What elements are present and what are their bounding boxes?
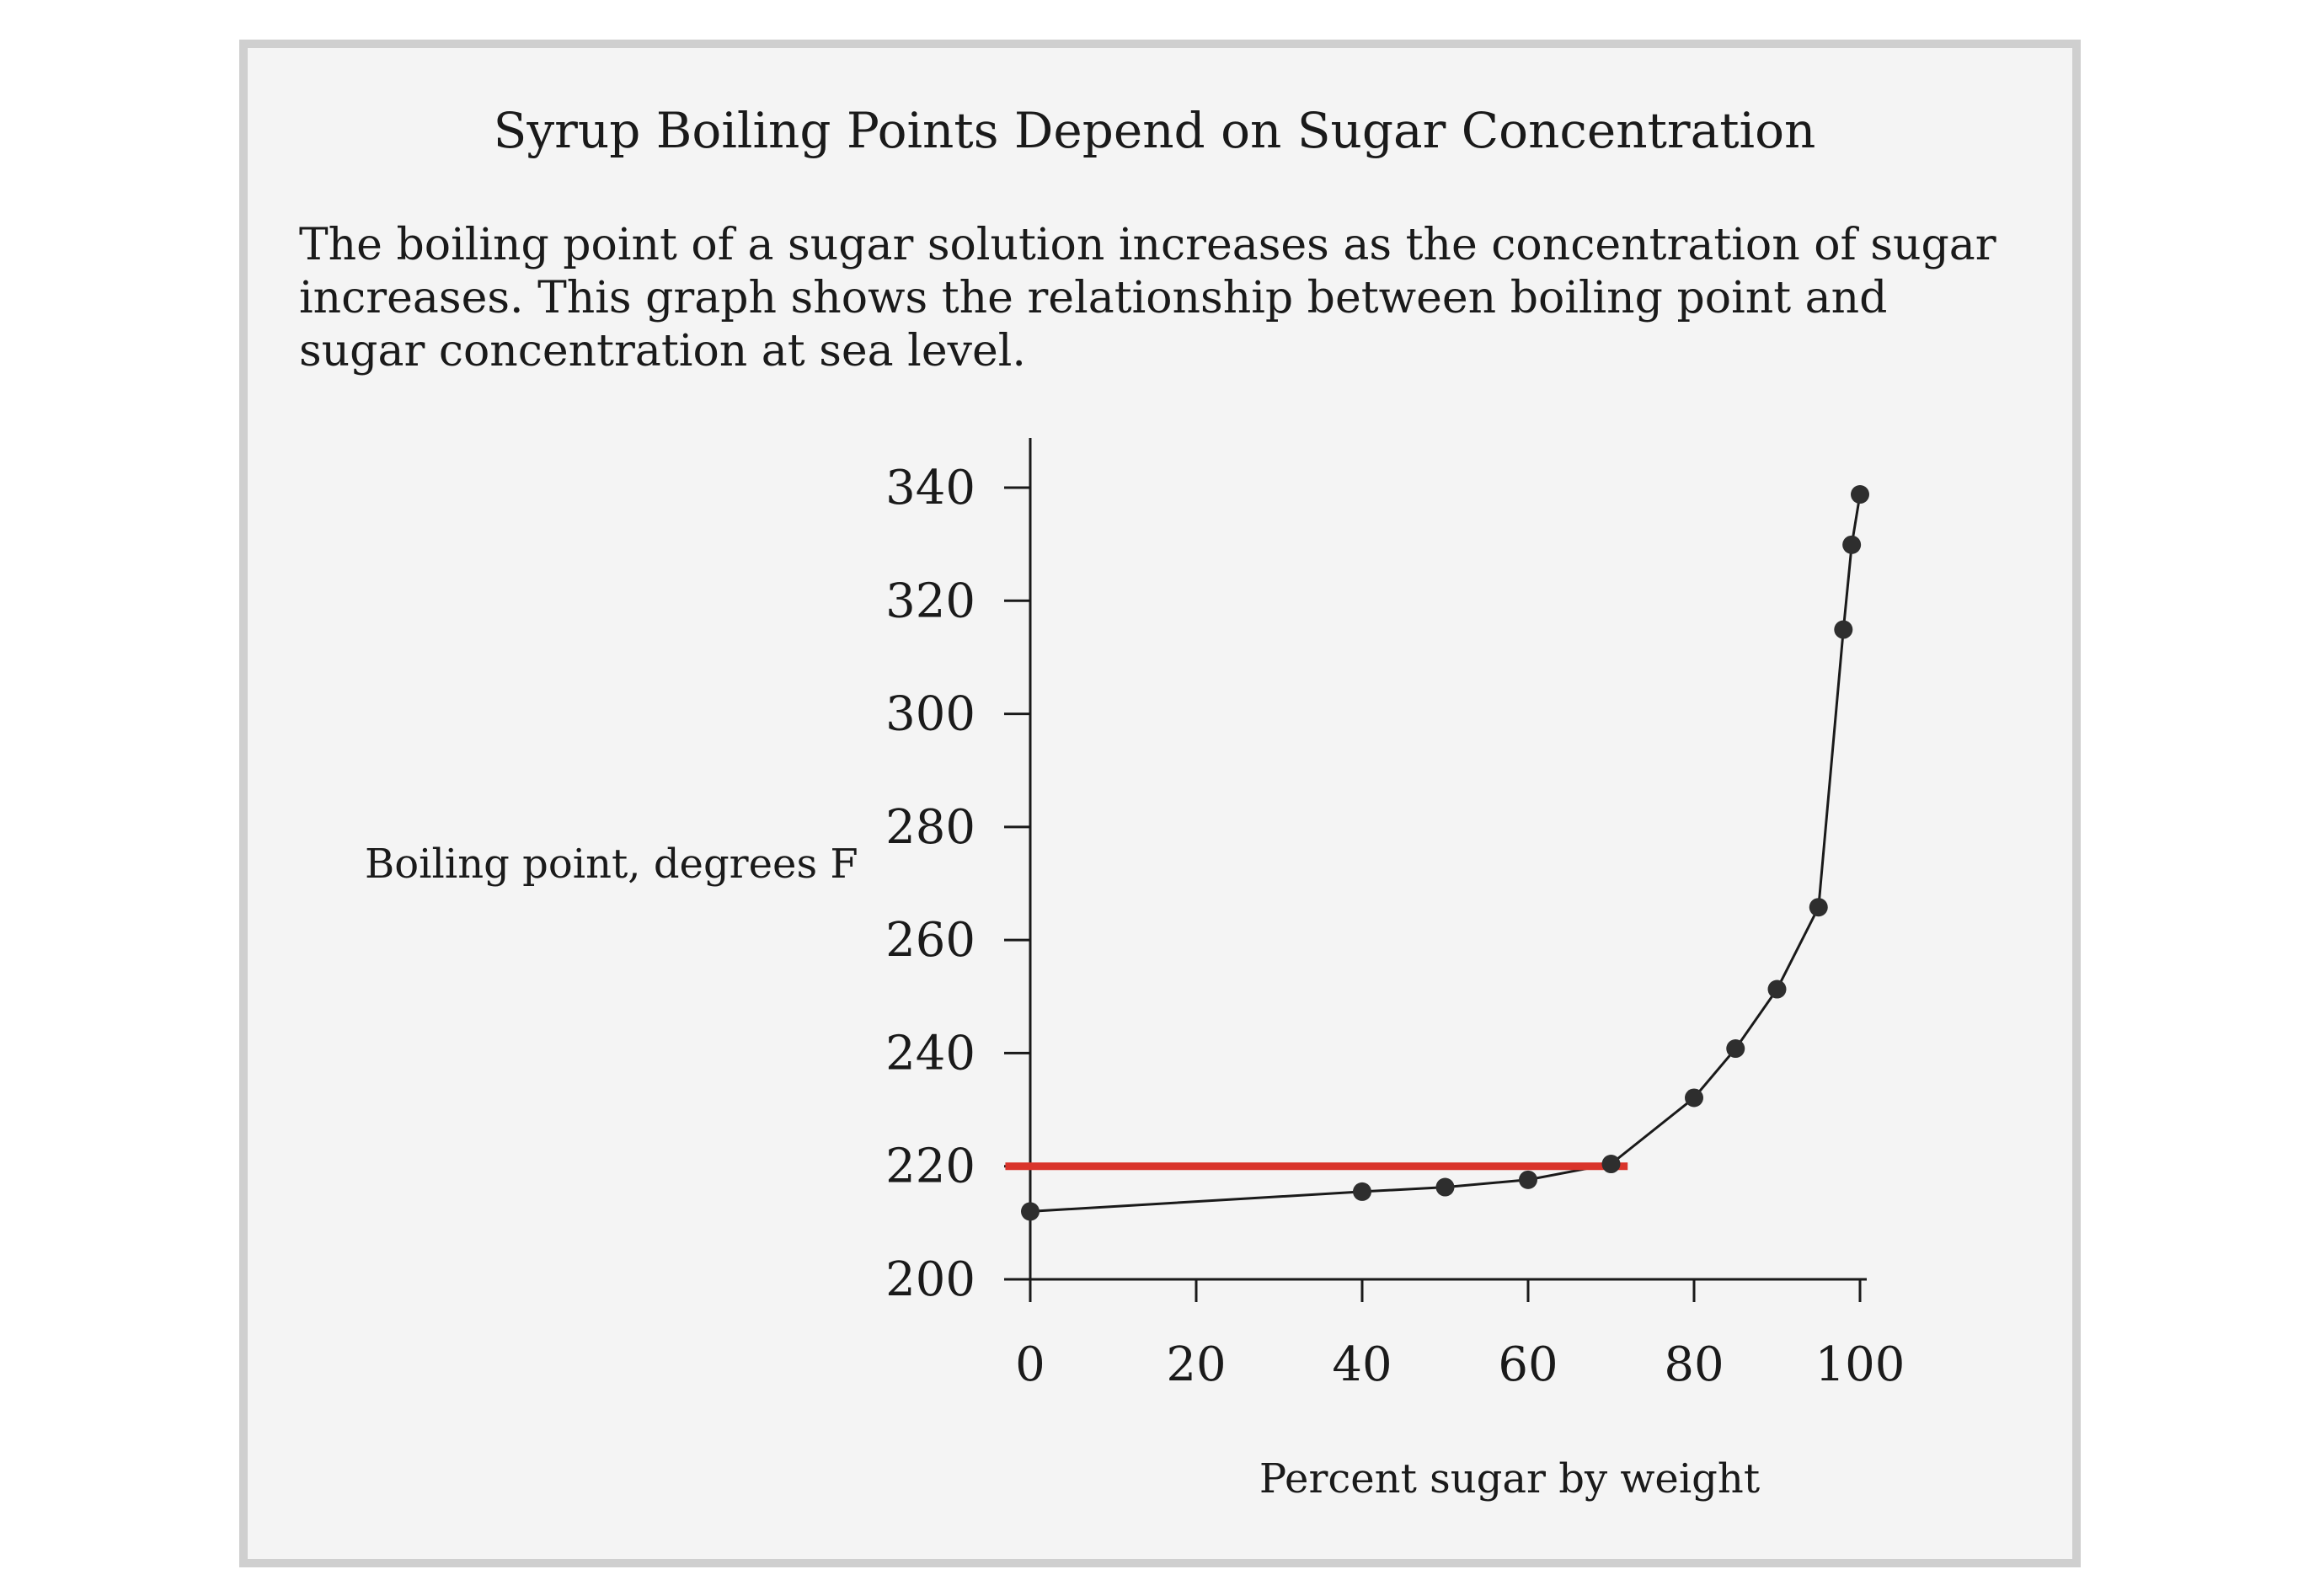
y-ticks: 200 220 240 260 280 300 320 340 <box>885 461 1030 1307</box>
chart-description: The boiling point of a sugar solution in… <box>299 220 1996 376</box>
y-tick-label: 300 <box>885 687 975 742</box>
axes <box>1004 438 1867 1297</box>
series-line <box>1029 494 1862 1213</box>
data-point <box>1519 1170 1537 1189</box>
data-point <box>1767 979 1787 999</box>
data-point <box>1834 620 1853 639</box>
y-tick-label: 260 <box>885 913 975 968</box>
x-tick-label: 0 <box>1015 1337 1045 1392</box>
data-point <box>1851 485 1869 504</box>
x-axis-label: Percent sugar by weight <box>1259 1455 1760 1503</box>
x-tick-label: 100 <box>1815 1337 1905 1392</box>
data-point <box>1809 898 1828 917</box>
y-tick-label: 340 <box>885 461 975 515</box>
data-point <box>1021 1202 1040 1221</box>
chart-panel <box>239 40 2081 1567</box>
x-tick-label: 20 <box>1166 1337 1226 1392</box>
y-tick-label: 220 <box>885 1140 975 1194</box>
data-point <box>1842 535 1862 554</box>
y-tick-label: 200 <box>885 1252 975 1307</box>
y-tick-label: 320 <box>885 574 975 628</box>
y-tick-label: 240 <box>885 1026 975 1081</box>
x-tick-label: 60 <box>1498 1337 1558 1392</box>
x-tick-label: 40 <box>1332 1337 1392 1392</box>
data-point <box>1353 1182 1371 1201</box>
data-point <box>1726 1039 1745 1059</box>
data-points <box>1021 485 1869 1221</box>
x-tick-label: 80 <box>1664 1337 1724 1392</box>
data-point <box>1601 1155 1621 1174</box>
chart-title: Syrup Boiling Points Depend on Sugar Con… <box>493 102 1816 159</box>
y-tick-label: 280 <box>885 800 975 855</box>
y-axis-label: Boiling point, degrees F <box>365 841 858 888</box>
data-point <box>1435 1177 1455 1197</box>
x-ticks: 0 20 40 60 80 100 <box>1015 1279 1905 1392</box>
data-point <box>1685 1088 1703 1108</box>
